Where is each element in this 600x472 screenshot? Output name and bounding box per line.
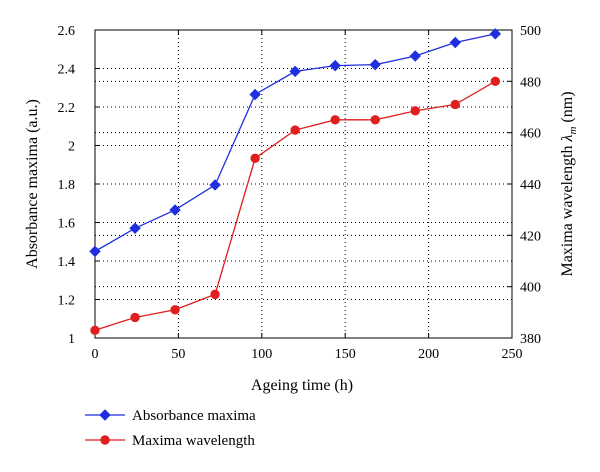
legend-label: Absorbance maxima	[132, 408, 256, 424]
x-tick-label: 150	[335, 347, 356, 362]
legend-marker	[100, 435, 110, 445]
x-tick-label: 100	[251, 347, 272, 362]
data-point	[90, 325, 100, 335]
legend-item: Absorbance maxima	[85, 408, 256, 424]
legend: Absorbance maxima Maxima wavelength	[85, 408, 256, 449]
series-maxima-wavelength	[90, 76, 501, 335]
y-axis-left: 1 1.2 1.4 1.6 1.8 2 2.2 2.4 2.6	[58, 24, 100, 347]
y-tick-label: 1.2	[58, 294, 76, 309]
data-point	[369, 58, 381, 71]
x-axis-label: Ageing time (h)	[251, 377, 353, 394]
data-point	[410, 106, 420, 116]
y-tick-label: 2	[68, 140, 75, 155]
y-tick-label: 1.8	[58, 178, 76, 193]
data-point	[210, 289, 220, 300]
data-point	[409, 50, 421, 62]
data-point	[170, 305, 180, 315]
data-point	[289, 65, 301, 78]
x-tick-label: 0	[92, 347, 99, 362]
y-tick-label: 2.4	[58, 63, 76, 78]
data-point	[490, 76, 501, 87]
data-point	[489, 28, 502, 40]
y2-tick-label: 480	[520, 75, 541, 90]
data-point	[370, 115, 380, 125]
data-point	[130, 312, 140, 323]
y-tick-label: 1.4	[58, 255, 76, 270]
data-point	[250, 153, 260, 164]
data-point	[290, 125, 300, 135]
y-axis-right: 380 400 420 440 460 480 500	[507, 24, 541, 347]
data-point	[449, 36, 461, 49]
series-line	[94, 80, 496, 331]
data-point	[329, 59, 341, 72]
y2-axis-label: Maxima wavelength λm (nm)	[559, 91, 579, 276]
series-layer	[89, 28, 502, 335]
x-axis: 0 50 100 150 200 250	[92, 30, 523, 362]
data-point	[330, 115, 340, 125]
data-point	[209, 179, 221, 191]
legend-marker	[99, 409, 111, 421]
y2-tick-label: 400	[520, 281, 541, 296]
grid-lines	[95, 30, 512, 338]
legend-label: Maxima wavelength	[132, 433, 255, 449]
data-point	[450, 99, 460, 110]
y2-tick-label: 460	[520, 127, 541, 142]
x-tick-label: 50	[171, 347, 185, 362]
y-tick-label: 1	[68, 332, 75, 347]
x-tick-label: 250	[502, 347, 523, 362]
data-point	[89, 245, 101, 258]
legend-item: Maxima wavelength	[85, 433, 255, 449]
y-tick-label: 2.2	[58, 101, 76, 116]
y2-tick-label: 420	[520, 229, 541, 244]
y-tick-label: 1.6	[58, 217, 76, 232]
y-axis-label: Absorbance maxima (a.u.)	[24, 99, 41, 269]
x-tick-label: 200	[418, 347, 439, 362]
y2-tick-label: 380	[520, 332, 541, 347]
y2-tick-label: 500	[520, 24, 541, 39]
data-point	[169, 204, 181, 216]
y2-tick-label: 440	[520, 178, 541, 193]
y-tick-label: 2.6	[58, 24, 76, 39]
series-absorbance-maxima	[89, 28, 502, 258]
data-point	[249, 88, 261, 101]
data-point	[129, 222, 141, 234]
